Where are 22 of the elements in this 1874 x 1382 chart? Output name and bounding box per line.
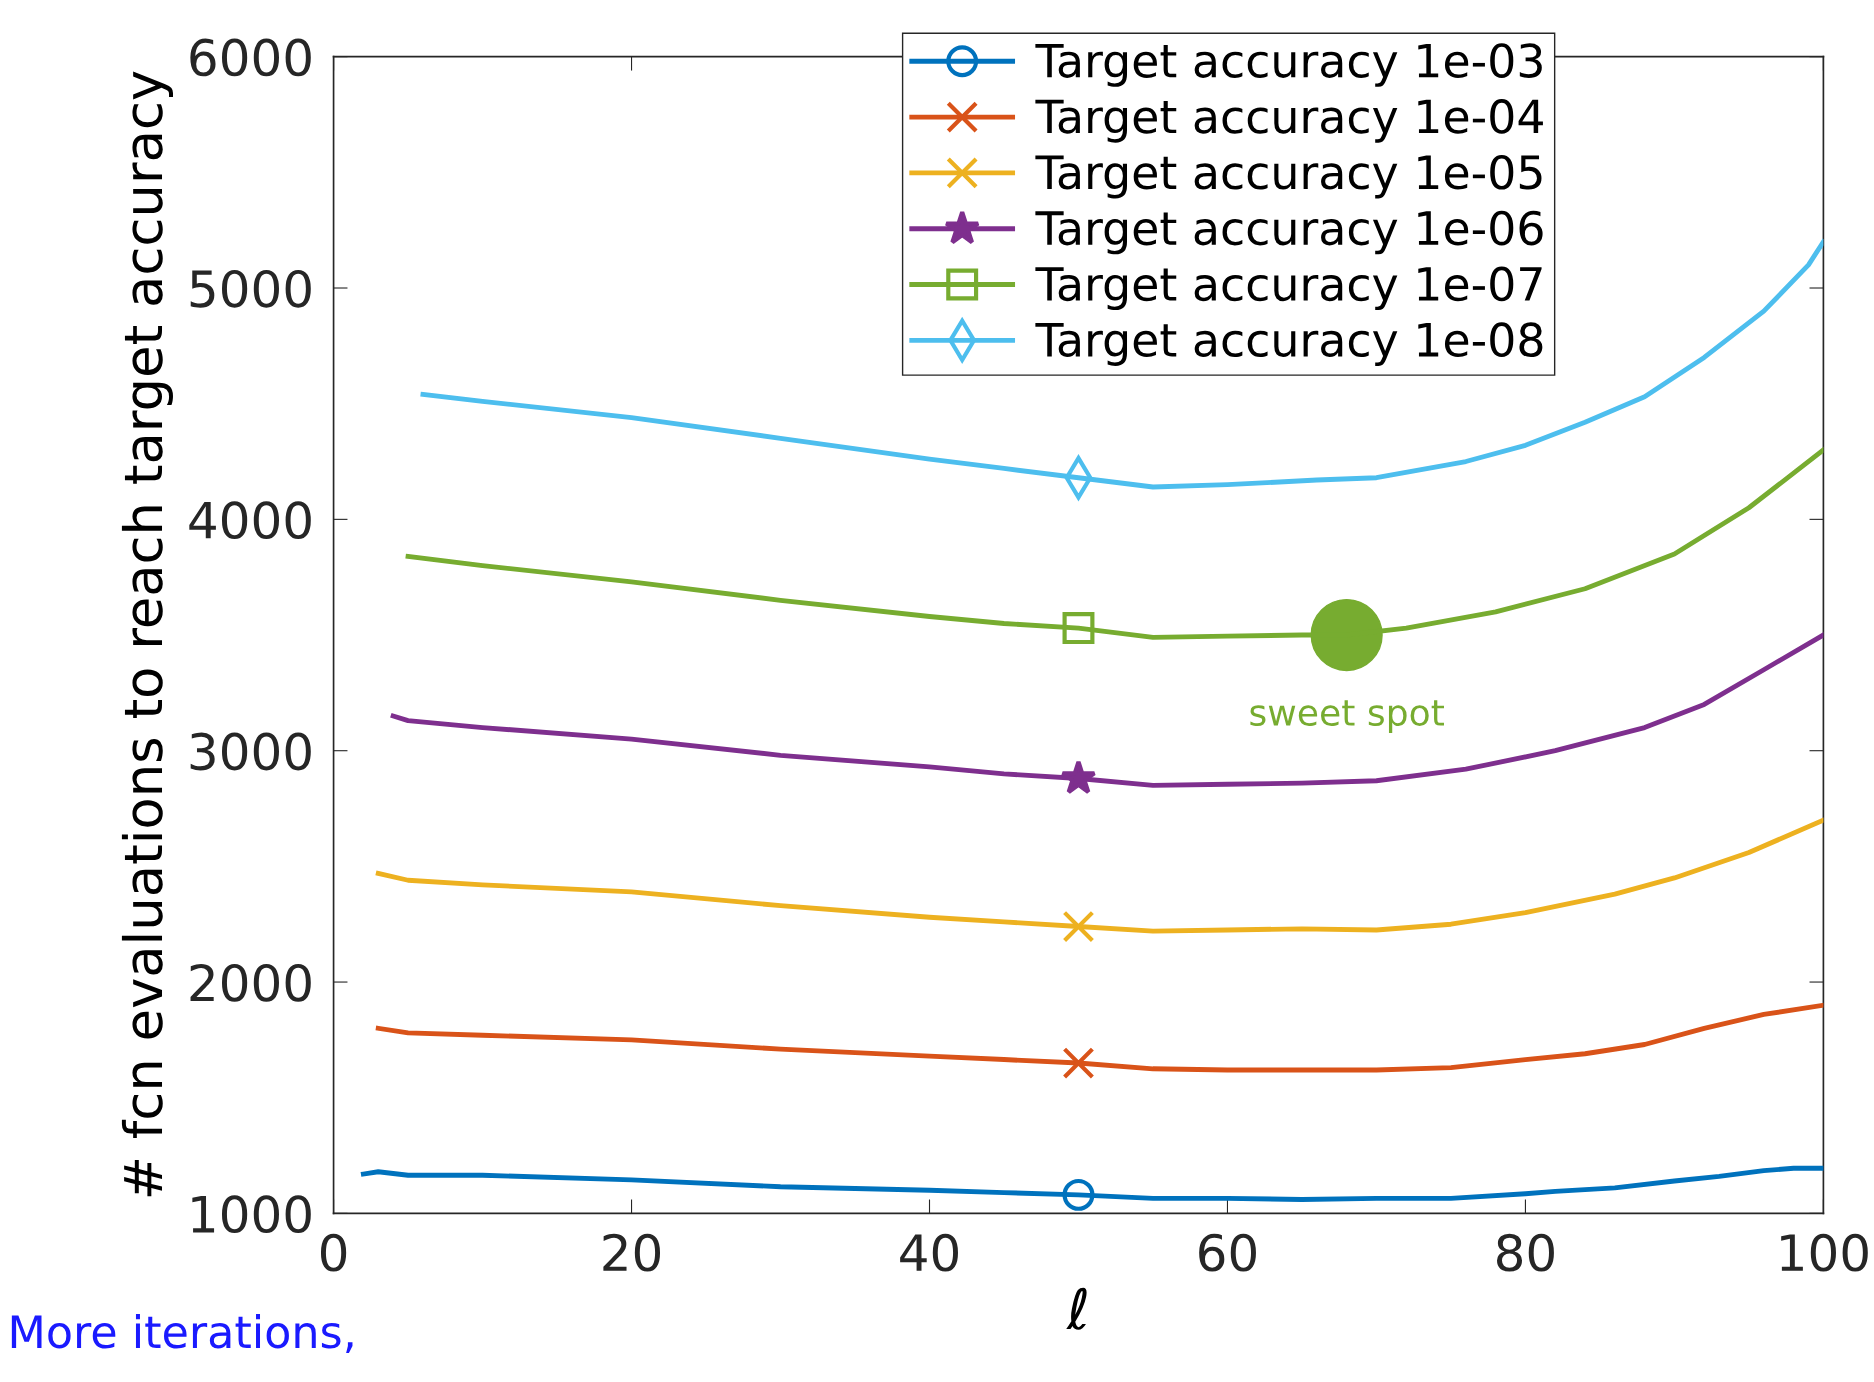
x-tick-label: 100	[1781, 1233, 1868, 1272]
text: More iterations,	[11, 1314, 353, 1354]
x-axis-title: ℓ	[1066, 1287, 1087, 1330]
y-tick-label: 1000	[192, 1195, 311, 1234]
x-tick-label: 60	[1199, 1233, 1256, 1272]
legend-label: Target accuracy 1e-06	[1035, 210, 1543, 255]
x-tick-label: 80	[1497, 1233, 1554, 1272]
x-tick-label: 0	[320, 1233, 347, 1272]
y-tick-label: 2000	[190, 963, 311, 1002]
annotation: sweet spot	[1250, 700, 1444, 734]
x-tick-label: 20	[603, 1233, 661, 1272]
legend-label: Target accuracy 1e-04	[1035, 99, 1543, 143]
y-axis-title: # fcn evaluations to reach target accuracy	[121, 71, 173, 1197]
x-tick-label: 40	[900, 1233, 958, 1272]
legend-label: Target accuracy 1e-05	[1035, 154, 1542, 199]
legend-label: Target accuracy 1e-07	[1035, 266, 1542, 311]
legend-label: Target accuracy 1e-03	[1035, 43, 1542, 87]
legend-label: Target accuracy 1e-08	[1035, 322, 1543, 366]
y-tick-label: 3000	[190, 732, 311, 771]
y-tick-label: 6000	[190, 38, 311, 77]
y-tick-label: 4000	[189, 501, 311, 540]
y-tick-label: 5000	[190, 269, 311, 308]
